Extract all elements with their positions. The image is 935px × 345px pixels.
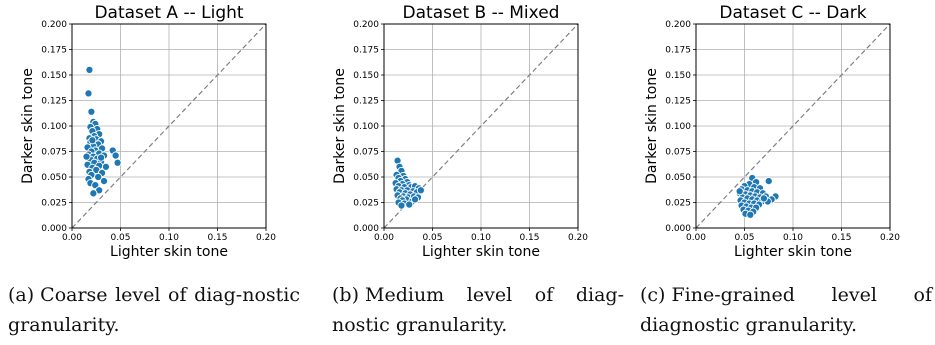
- y-tick-label: 0.150: [41, 71, 67, 81]
- y-tick-label: 0.175: [353, 46, 379, 56]
- y-tick-label: 0.200: [665, 20, 691, 30]
- y-tick-label: 0.025: [353, 199, 379, 209]
- y-tick-label: 0.125: [665, 97, 691, 107]
- scatter-chart-b: Dataset B -- Mixed 0.00 0.05 0.10 0.15 0.20 0.…: [332, 3, 588, 260]
- y-tick-label: 0.125: [41, 97, 67, 107]
- x-tick-label: 0.00: [686, 233, 706, 243]
- x-tick-label: 0.20: [568, 233, 588, 243]
- data-point: [88, 136, 97, 145]
- y-tick-label: 0.200: [353, 20, 379, 30]
- figure-panel-c: Dataset C -- Dark 0.00 0.05 0.10 0.15 0.20 0.0…: [624, 0, 935, 345]
- data-point: [405, 200, 414, 209]
- x-tick-label: 0.15: [207, 233, 227, 243]
- chart-title: Dataset A -- Light: [94, 3, 243, 23]
- caption-a: (a) Coarse level of diag-nostic granulari…: [8, 280, 300, 340]
- caption-b-label: (b): [332, 284, 359, 306]
- y-tick-label: 0.050: [353, 173, 379, 183]
- y-tick-label: 0.075: [41, 148, 67, 158]
- data-point: [397, 201, 406, 210]
- chart-title: Dataset C -- Dark: [719, 3, 866, 23]
- data-point: [94, 172, 103, 182]
- y-tick-label: 0.000: [665, 224, 691, 234]
- data-points: [391, 156, 425, 210]
- y-axis-label: Darker skin tone: [20, 68, 36, 184]
- x-tick-label: 0.05: [734, 233, 754, 243]
- y-tick-label: 0.100: [353, 122, 379, 132]
- y-tick-label: 0.025: [665, 199, 691, 209]
- data-point: [89, 189, 98, 198]
- data-point: [759, 194, 768, 203]
- y-tick-label: 0.200: [41, 20, 67, 30]
- y-tick-label: 0.150: [665, 71, 691, 81]
- plot-frame: [71, 23, 267, 229]
- data-point: [87, 107, 96, 116]
- y-tick-label: 0.075: [353, 148, 379, 158]
- data-point: [735, 187, 744, 196]
- data-point: [97, 153, 106, 162]
- data-point: [746, 210, 755, 219]
- x-tick-label: 0.00: [62, 233, 82, 243]
- data-points: [735, 173, 780, 219]
- x-tick-label: 0.15: [831, 233, 851, 243]
- plot-frame: [383, 23, 579, 229]
- y-tick-label: 0.150: [353, 71, 379, 81]
- caption-c-label: (c): [640, 284, 666, 306]
- data-point: [99, 177, 109, 186]
- figure-panel-b: Dataset B -- Mixed 0.00 0.05 0.10 0.15 0.20 0.…: [312, 0, 624, 345]
- x-axis-label: Lighter skin tone: [734, 244, 852, 260]
- y-tick-label: 0.125: [353, 97, 379, 107]
- caption-c-text: Fine-grained level of diagnostic granula…: [640, 284, 932, 336]
- x-axis-label: Lighter skin tone: [110, 244, 228, 260]
- x-tick-label: 0.10: [159, 233, 179, 243]
- data-point: [113, 158, 122, 167]
- diagonal-reference-line: [383, 23, 579, 229]
- figure-panel-a: Dataset A -- Light 0.00 0.05 0.10 0.15 0.20 0.…: [0, 0, 312, 345]
- plot-frame: [695, 23, 891, 229]
- x-tick-label: 0.15: [519, 233, 539, 243]
- y-tick-label: 0.100: [665, 122, 691, 132]
- scatter-chart-c: Dataset C -- Dark 0.00 0.05 0.10 0.15 0.20 0.0…: [644, 3, 900, 260]
- y-tick-label: 0.025: [41, 199, 67, 209]
- y-tick-label: 0.100: [41, 122, 67, 132]
- scatter-chart-a: Dataset A -- Light 0.00 0.05 0.10 0.15 0.20 0.…: [20, 3, 276, 260]
- data-point: [764, 177, 773, 186]
- data-point: [416, 186, 425, 195]
- chart-title: Dataset B -- Mixed: [403, 3, 560, 23]
- data-point: [111, 151, 120, 160]
- data-point: [84, 89, 93, 98]
- x-tick-label: 0.00: [374, 233, 394, 243]
- x-tick-label: 0.05: [422, 233, 442, 243]
- caption-c: (c) Fine-grained level of diagnostic gran…: [640, 280, 932, 340]
- caption-a-label: (a): [8, 284, 35, 306]
- y-tick-label: 0.175: [41, 46, 67, 56]
- data-point: [410, 195, 420, 204]
- y-tick-label: 0.000: [353, 224, 379, 234]
- y-tick-label: 0.000: [41, 224, 67, 234]
- x-tick-label: 0.05: [110, 233, 130, 243]
- data-point: [82, 152, 91, 161]
- y-axis-label: Darker skin tone: [644, 68, 660, 184]
- diagonal-reference-line: [695, 23, 891, 229]
- y-tick-label: 0.050: [41, 173, 67, 183]
- x-tick-label: 0.20: [880, 233, 900, 243]
- y-axis-label: Darker skin tone: [332, 68, 348, 184]
- y-tick-label: 0.075: [665, 148, 691, 158]
- caption-a-text: Coarse level of diag-nostic granularity.: [8, 284, 300, 336]
- x-tick-label: 0.10: [783, 233, 803, 243]
- data-points: [82, 65, 122, 198]
- caption-b-text: Medium level of diag-nostic granularity.: [332, 284, 624, 336]
- y-tick-label: 0.175: [665, 46, 691, 56]
- caption-b: (b) Medium level of diag-nostic granulari…: [332, 280, 624, 340]
- x-tick-label: 0.10: [471, 233, 491, 243]
- diagonal-reference-line: [71, 23, 267, 229]
- data-point: [101, 162, 110, 171]
- y-tick-label: 0.050: [665, 173, 691, 183]
- x-axis-label: Lighter skin tone: [422, 244, 540, 260]
- x-tick-label: 0.20: [256, 233, 276, 243]
- data-point: [85, 65, 94, 74]
